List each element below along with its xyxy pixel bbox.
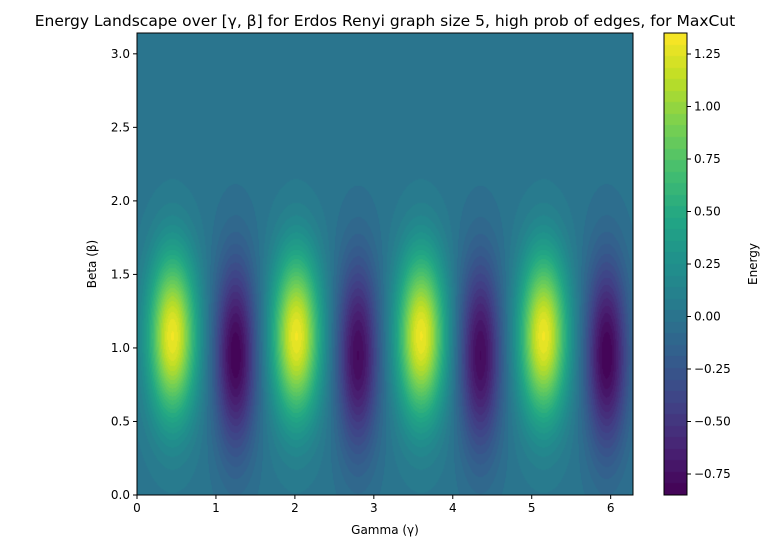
colorbar-tick-label: 1.25 — [694, 47, 721, 61]
colorbar-tick-label: −0.75 — [694, 467, 731, 481]
colorbar-tick-label: 0.25 — [694, 257, 721, 271]
plot-area — [136, 32, 634, 496]
x-tick-label: 4 — [449, 501, 457, 515]
y-tick-label: 0.5 — [111, 414, 130, 428]
energy-heatmap — [137, 33, 633, 495]
colorbar-tick-label: −0.25 — [694, 362, 731, 376]
y-tick-label: 3.0 — [111, 47, 130, 61]
colorbar-tick-label: 0.75 — [694, 152, 721, 166]
y-axis-label: Beta (β) — [85, 240, 99, 289]
x-tick-label: 6 — [607, 501, 615, 515]
x-tick-label: 2 — [291, 501, 299, 515]
colorbar-tick-label: 1.00 — [694, 100, 721, 114]
chart-title: Energy Landscape over [γ, β] for Erdos R… — [35, 12, 736, 30]
x-axis-label: Gamma (γ) — [351, 523, 419, 537]
plot-frame — [136, 32, 634, 496]
y-tick-label: 0.0 — [111, 488, 130, 502]
y-axis: 0.0 0.5 1.0 1.5 2.0 2.5 3.0 — [111, 47, 137, 502]
colorbar-ticks: −0.75 −0.50 −0.25 0.00 0.25 0.50 0.75 1.00 1.25 — [687, 47, 731, 481]
x-tick-label: 5 — [528, 501, 536, 515]
colorbar: −0.75−0.50−0.250.000.250.500.751.001.25 … — [663, 32, 760, 496]
colorbar-tick-label: 0.50 — [694, 205, 721, 219]
y-tick-label: 2.5 — [111, 120, 130, 134]
colorbar-label: Energy — [746, 243, 760, 285]
colorbar-gradient — [664, 33, 687, 495]
x-tick-label: 1 — [212, 501, 220, 515]
x-axis: 0 1 2 3 4 5 6 — [133, 495, 614, 515]
y-tick-label: 1.0 — [111, 341, 130, 355]
y-tick-label: 2.0 — [111, 194, 130, 208]
x-tick-label: 0 — [133, 501, 141, 515]
y-tick-label: 1.5 — [111, 267, 130, 281]
x-tick-label: 3 — [370, 501, 378, 515]
colorbar-tick-label: −0.50 — [694, 415, 731, 429]
colorbar-tick-label: 0.00 — [694, 310, 721, 324]
